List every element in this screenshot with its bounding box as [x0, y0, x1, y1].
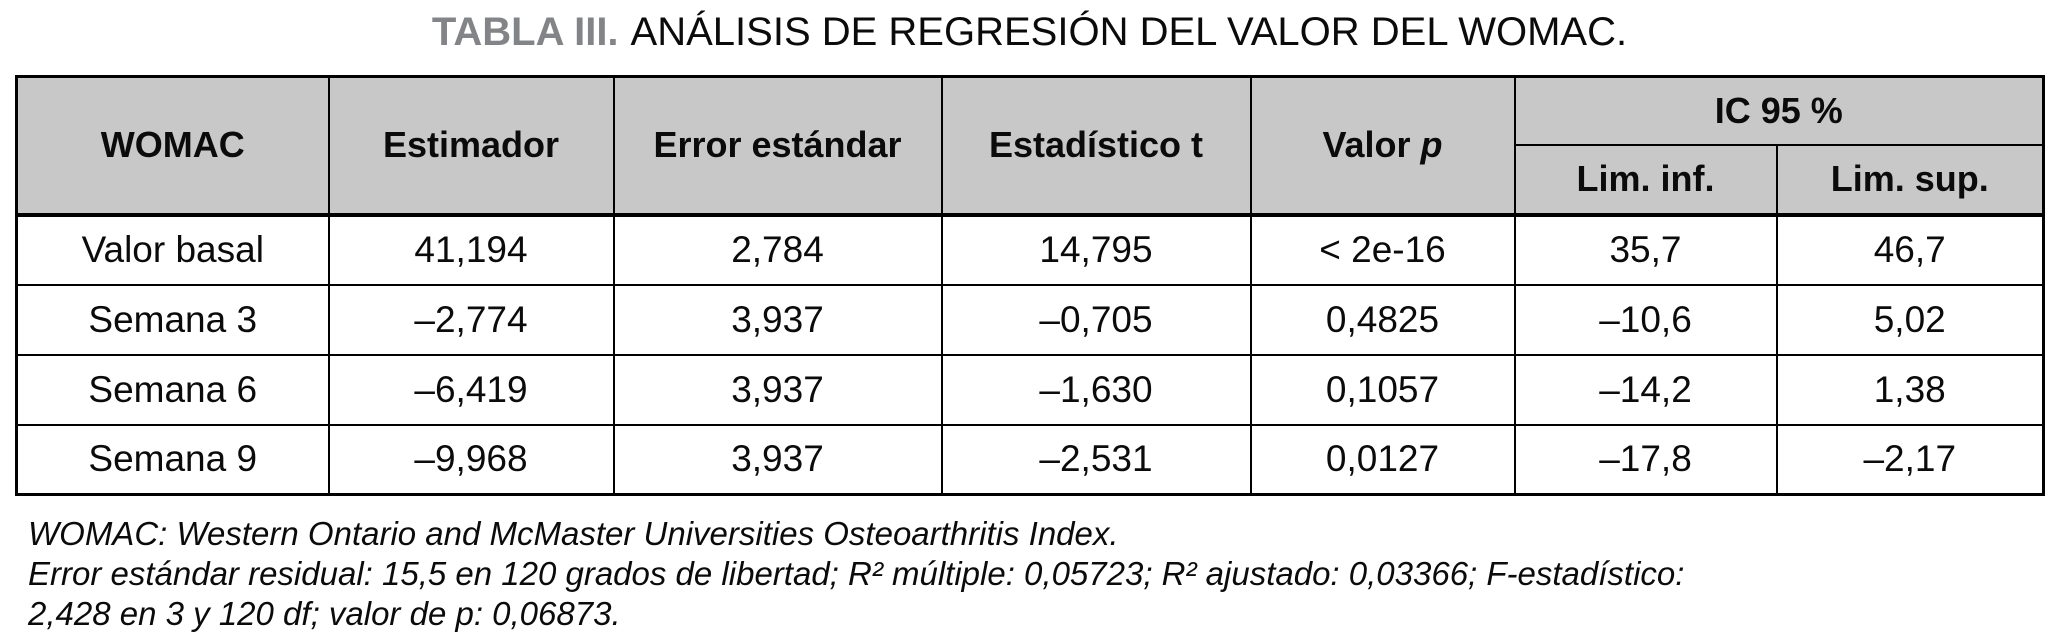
cell-lim-inf: –14,2	[1513, 353, 1778, 426]
cell-estimador: 41,194	[327, 213, 615, 286]
cell-error-estandar: 3,937	[612, 423, 943, 496]
cell-estimador: –6,419	[327, 353, 615, 426]
row-label: Semana 9	[15, 423, 330, 496]
cell-valor-p: 0,0127	[1249, 423, 1516, 496]
cell-estadistico-t: 14,795	[940, 213, 1252, 286]
footnote-model-stats-1: Error estándar residual: 15,5 en 120 gra…	[28, 555, 1685, 592]
row-label: Valor basal	[15, 213, 330, 286]
col-header-estimador: Estimador	[327, 75, 615, 217]
cell-estadistico-t: –1,630	[940, 353, 1252, 426]
cell-error-estandar: 2,784	[612, 213, 943, 286]
cell-lim-sup: 46,7	[1775, 213, 2045, 286]
row-label: Semana 3	[15, 283, 330, 356]
cell-estadistico-t: –0,705	[940, 283, 1252, 356]
table-title-label: TABLA III.	[431, 10, 619, 54]
col-header-lim-inf: Lim. inf.	[1513, 143, 1778, 217]
cell-estadistico-t: –2,531	[940, 423, 1252, 496]
row-label: Semana 6	[15, 353, 330, 426]
col-header-womac: WOMAC	[15, 75, 330, 217]
table-row-valor-basal: Valor basal 41,194 2,784 14,795 < 2e-16 …	[15, 213, 2045, 286]
table-title: TABLA III. ANÁLISIS DE REGRESIÓN DEL VALO…	[0, 10, 2059, 55]
cell-lim-inf: –10,6	[1513, 283, 1778, 356]
table-title-text: ANÁLISIS DE REGRESIÓN DEL VALOR DEL WOMA…	[630, 10, 1628, 54]
footnotes: WOMAC: Western Ontario and McMaster Univ…	[28, 514, 2038, 634]
cell-lim-inf: 35,7	[1513, 213, 1778, 286]
cell-lim-sup: 1,38	[1775, 353, 2045, 426]
cell-valor-p: < 2e-16	[1249, 213, 1516, 286]
cell-lim-sup: 5,02	[1775, 283, 2045, 356]
table-row-semana-9: Semana 9 –9,968 3,937 –2,531 0,0127 –17,…	[15, 423, 2045, 496]
col-header-valor-p: Valor p	[1249, 75, 1516, 217]
cell-lim-sup: –2,17	[1775, 423, 2045, 496]
footnote-womac-definition: WOMAC: Western Ontario and McMaster Univ…	[28, 515, 1119, 552]
cell-estimador: –2,774	[327, 283, 615, 356]
col-header-estadistico-t: Estadístico t	[940, 75, 1252, 217]
col-header-lim-sup: Lim. sup.	[1775, 143, 2045, 217]
cell-estimador: –9,968	[327, 423, 615, 496]
cell-error-estandar: 3,937	[612, 283, 943, 356]
cell-lim-inf: –17,8	[1513, 423, 1778, 496]
valor-p-symbol: p	[1420, 124, 1443, 166]
header-row-2: Lim. inf. Lim. sup.	[17, 143, 2045, 217]
cell-valor-p: 0,4825	[1249, 283, 1516, 356]
cell-valor-p: 0,1057	[1249, 353, 1516, 426]
footnote-model-stats-2: 2,428 en 3 y 120 df; valor de p: 0,06873…	[28, 595, 621, 632]
header-row-1: WOMAC Estimador Error estándar Estadísti…	[15, 75, 2045, 217]
table-row-semana-6: Semana 6 –6,419 3,937 –1,630 0,1057 –14,…	[15, 353, 2045, 426]
col-header-error-estandar: Error estándar	[612, 75, 943, 217]
table-row-semana-3: Semana 3 –2,774 3,937 –0,705 0,4825 –10,…	[15, 283, 2045, 356]
cell-error-estandar: 3,937	[612, 353, 943, 426]
col-header-ic95: IC 95 %	[1513, 75, 2045, 146]
valor-p-prefix: Valor	[1322, 124, 1411, 166]
regression-table: WOMAC Estimador Error estándar Estadísti…	[15, 75, 2045, 496]
